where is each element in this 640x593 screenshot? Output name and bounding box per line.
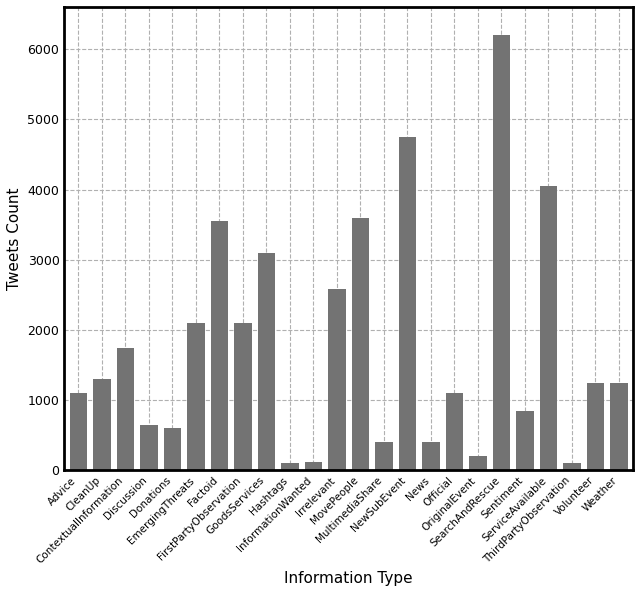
Bar — [164, 428, 181, 470]
Y-axis label: Tweets Count: Tweets Count — [7, 187, 22, 290]
Bar — [563, 463, 580, 470]
Bar — [258, 253, 275, 470]
Bar — [493, 35, 510, 470]
Bar — [305, 462, 323, 470]
Bar — [375, 442, 393, 470]
Bar — [187, 323, 205, 470]
Bar — [445, 393, 463, 470]
Bar — [516, 411, 534, 470]
Bar — [281, 463, 299, 470]
Bar — [587, 382, 604, 470]
Bar — [399, 137, 416, 470]
Bar — [116, 347, 134, 470]
Bar — [351, 218, 369, 470]
Bar — [234, 323, 252, 470]
Bar — [540, 186, 557, 470]
Bar — [328, 289, 346, 470]
Bar — [422, 442, 440, 470]
Bar — [93, 379, 111, 470]
Bar — [140, 425, 158, 470]
Bar — [70, 393, 87, 470]
Bar — [211, 221, 228, 470]
X-axis label: Information Type: Information Type — [284, 571, 413, 586]
Bar — [469, 457, 487, 470]
Bar — [610, 382, 628, 470]
